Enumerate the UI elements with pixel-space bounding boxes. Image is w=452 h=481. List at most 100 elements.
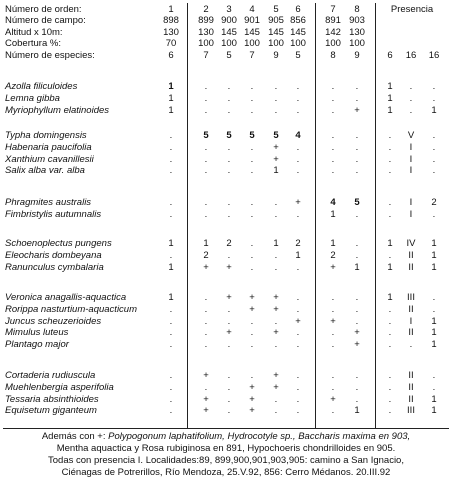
header-cobertura-cell: 100 [244,38,260,50]
presence-cell: . [409,81,413,92]
abundance-cell: . [169,130,173,141]
species-name: Tessaria absinthioides [5,393,99,405]
species-name: Myriophyllum elatinoides [5,104,110,116]
presence-cell: . [388,130,392,141]
header-cobertura-cell: 100 [290,38,306,50]
header-altitud-cell: 145 [221,26,237,38]
abundance-cell: . [274,208,278,220]
abundance-cell: 2 [226,238,232,249]
species-name: Salix alba var. alba [5,165,85,177]
header-orden-cell: 4 [249,4,255,15]
abundance-cell: + [273,141,279,153]
abundance-cell: . [250,339,254,351]
species-name: Equisetum giganteum [5,405,97,417]
presence-count: 6 [387,49,393,61]
abundance-cell: 1 [168,92,174,104]
abundance-cell: 1 [168,104,174,116]
abundance-cell: 1 [168,292,174,303]
header-orden-cell: 8 [354,4,360,15]
abundance-cell: . [331,370,335,381]
presence-cell: 2 [431,197,437,208]
abundance-cell: . [296,165,300,177]
abundance-cell: . [331,81,335,92]
header-orden-cell: 6 [295,4,301,15]
abundance-cell: 1 [330,208,336,220]
abundance-cell: . [169,153,173,165]
footer-line-3: Todas con presencia I. Localidades:89, 8… [48,455,404,466]
presence-cell: . [388,393,392,405]
abundance-cell: . [296,153,300,165]
header-label: Cobertura %: [5,38,61,50]
abundance-cell: . [331,381,335,393]
abundance-cell: . [355,381,359,393]
abundance-cell: . [169,315,173,327]
presence-cell: . [388,249,392,261]
presence-cell: 1 [387,92,393,104]
abundance-cell: + [354,339,360,351]
abundance-cell: + [330,261,336,273]
abundance-cell: 1 [354,261,360,273]
abundance-cell: . [274,249,278,261]
presence-cell: . [388,315,392,327]
presencia-heading: Presencia [390,4,434,15]
abundance-cell: . [296,405,300,417]
abundance-cell: . [355,393,359,405]
abundance-cell: 5 [226,130,232,141]
abundance-cell: . [204,81,208,92]
header-especies-cell: 7 [203,49,209,61]
presence-cell: V [407,130,415,141]
header-orden-cell: 1 [168,4,174,15]
abundance-cell: 2 [330,249,336,261]
abundance-cell: . [331,153,335,165]
abundance-cell: . [204,208,208,220]
header-orden-cell: 2 [203,4,209,15]
abundance-cell: . [169,141,173,153]
abundance-cell: . [227,153,231,165]
abundance-cell: . [331,141,335,153]
presence-cell: 1 [431,261,437,273]
abundance-cell: . [250,370,254,381]
abundance-cell: + [249,303,255,315]
presence-cell: . [388,370,392,381]
presence-cell: 1 [431,405,437,417]
abundance-cell: + [295,197,301,208]
presence-count: 16 [428,49,440,61]
abundance-cell: . [250,249,254,261]
abundance-cell: . [274,261,278,273]
presence-cell: . [388,339,392,351]
abundance-cell: . [355,292,359,303]
header-cobertura-cell: 100 [221,38,237,50]
abundance-cell: . [274,393,278,405]
header-especies-cell: 8 [330,49,336,61]
species-name: Plantago major [5,339,69,351]
presence-cell: 1 [431,249,437,261]
abundance-cell: . [274,92,278,104]
header-campo-cell: 905 [268,15,284,27]
abundance-cell: . [274,339,278,351]
presence-cell: 1 [387,261,393,273]
abundance-cell: 2 [295,238,301,249]
abundance-cell: + [273,327,279,339]
abundance-cell: . [250,261,254,273]
abundance-cell: . [274,197,278,208]
abundance-cell: . [296,370,300,381]
abundance-cell: 1 [168,238,174,249]
species-name: Schoenoplectus pungens [5,238,112,249]
abundance-cell: . [355,208,359,220]
abundance-cell: . [296,208,300,220]
presence-cell: . [432,303,436,315]
abundance-cell: . [227,405,231,417]
header-orden-cell: 5 [273,4,279,15]
abundance-cell: + [330,393,336,405]
abundance-cell: . [169,370,173,381]
abundance-cell: . [274,81,278,92]
presence-cell: 1 [387,104,393,116]
abundance-cell: + [203,405,209,417]
header-especies-cell: 5 [295,49,301,61]
presence-cell: 1 [431,104,437,116]
abundance-cell: 2 [203,249,209,261]
abundance-cell: . [274,104,278,116]
presence-cell: II [408,303,414,315]
abundance-cell: + [249,292,255,303]
